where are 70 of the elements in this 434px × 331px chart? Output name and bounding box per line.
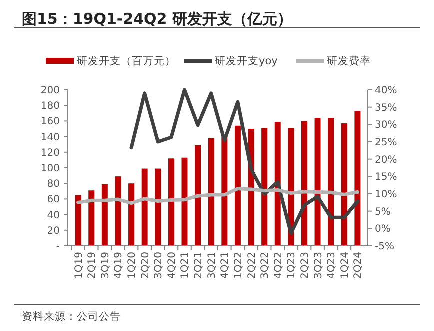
x-tick-label: 3Q23 xyxy=(313,252,324,279)
y2-tick-label: 30% xyxy=(375,120,398,132)
x-tick-label: 2Q23 xyxy=(300,252,311,279)
y2-tick-label: 20% xyxy=(375,154,398,166)
bar xyxy=(354,111,361,246)
x-tick-label: 3Q21 xyxy=(206,252,218,279)
y2-tick-label: -5% xyxy=(375,242,394,252)
x-tick-label: 2Q19 xyxy=(87,252,98,279)
y-tick-label: 140 xyxy=(40,132,60,144)
chart-title: 图15：19Q1-24Q2 研发开支（亿元） xyxy=(22,10,292,28)
bar xyxy=(182,158,188,246)
bar xyxy=(128,184,135,246)
bar xyxy=(75,195,82,246)
y2-tick-label: 25% xyxy=(375,138,398,148)
bar xyxy=(102,184,108,246)
legend-label: 研发开支（百万元） xyxy=(77,54,176,68)
y2-tick-label: 5% xyxy=(375,206,391,218)
y-tick-label: 80 xyxy=(47,179,60,190)
x-tick-label: 4Q23 xyxy=(326,252,338,279)
bar xyxy=(195,145,202,246)
x-tick-label: 1Q24 xyxy=(340,252,351,279)
line-series xyxy=(130,88,360,236)
y2-tick-label: 15% xyxy=(375,172,398,184)
bar xyxy=(155,168,162,246)
x-tick-label: 3Q19 xyxy=(100,252,112,279)
x-tick-label: 1Q23 xyxy=(286,252,298,279)
bar xyxy=(115,176,122,246)
x-tick-label: 1Q19 xyxy=(74,252,85,279)
bar xyxy=(142,168,148,246)
y-tick-label: 200 xyxy=(40,86,60,96)
y-tick-label: 60 xyxy=(47,194,60,206)
x-tick-label: 2Q22 xyxy=(246,252,258,279)
bar xyxy=(222,136,228,246)
x-tick-label: 3Q20 xyxy=(154,252,165,279)
legend-label: 研发费率 xyxy=(327,54,371,68)
bar xyxy=(234,126,241,246)
y-tick-label: 120 xyxy=(40,148,60,159)
x-tick-label: 4Q20 xyxy=(166,252,178,279)
bar xyxy=(314,118,321,246)
x-tick-label: 3Q22 xyxy=(260,252,272,279)
y2-tick-label: 40% xyxy=(375,86,398,96)
bar xyxy=(208,138,214,246)
y-tick-label: 100 xyxy=(40,164,60,174)
x-tick-label: 1Q22 xyxy=(233,252,244,279)
x-tick-label: 1Q20 xyxy=(127,252,138,279)
x-tick-label: 4Q19 xyxy=(114,252,125,279)
y2-tick-label: 35% xyxy=(375,102,398,114)
y-tick-label: 180 xyxy=(40,101,60,112)
x-tick-label: 2Q21 xyxy=(194,252,205,279)
line-series xyxy=(76,187,360,206)
y-tick-label: - xyxy=(56,242,60,252)
y-tick-label: 20 xyxy=(47,226,60,237)
bar xyxy=(341,124,348,246)
x-tick-label: 2Q24 xyxy=(353,252,364,279)
bar xyxy=(88,190,95,246)
x-tick-label: 4Q22 xyxy=(273,252,284,279)
y-tick-label: 40 xyxy=(47,210,60,222)
bar xyxy=(328,118,334,246)
y2-tick-label: 10% xyxy=(375,190,398,200)
text: 资料来源：公司公告 xyxy=(22,310,121,323)
bar xyxy=(274,122,281,246)
x-tick-label: 4Q21 xyxy=(220,252,232,279)
bar xyxy=(168,158,174,246)
x-tick-label: 1Q21 xyxy=(180,252,192,279)
legend-label: 研发开支yoy xyxy=(215,54,278,68)
x-tick-label: 2Q20 xyxy=(140,252,152,279)
bar xyxy=(262,128,268,246)
bar xyxy=(301,121,308,246)
y-tick-label: 160 xyxy=(40,116,60,128)
y2-tick-label: 0% xyxy=(375,224,391,236)
